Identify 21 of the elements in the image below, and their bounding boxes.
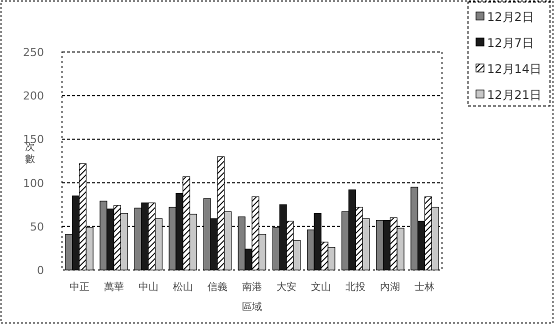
x-tick-label: 信義 [207, 281, 228, 293]
x-tick-label: 中山 [138, 281, 158, 293]
x-tick-label: 文山 [311, 281, 332, 293]
x-tick-label: 大安 [276, 281, 297, 293]
legend-label: 12月7日 [487, 36, 534, 50]
x-tick-label: 松山 [172, 281, 193, 293]
y-tick-label: 50 [30, 220, 44, 234]
x-tick-label: 南港 [242, 281, 262, 293]
x-axis-title: 區域 [242, 301, 262, 313]
y-tick-label: 200 [23, 90, 44, 103]
x-tick-label: 士林 [414, 281, 435, 293]
y-tick-label: 0 [37, 264, 44, 277]
x-tick-label: 內湖 [380, 281, 400, 293]
legend-label: 12月14日 [487, 62, 542, 76]
x-tick-label: 北投 [346, 281, 366, 293]
x-tick-label: 萬華 [104, 281, 124, 293]
y-tick-label: 100 [23, 176, 44, 190]
legend-label: 12月21日 [487, 88, 542, 102]
x-tick-label: 中正 [69, 281, 90, 293]
y-tick-label: 250 [23, 46, 44, 59]
legend-label: 12月2日 [487, 10, 534, 24]
